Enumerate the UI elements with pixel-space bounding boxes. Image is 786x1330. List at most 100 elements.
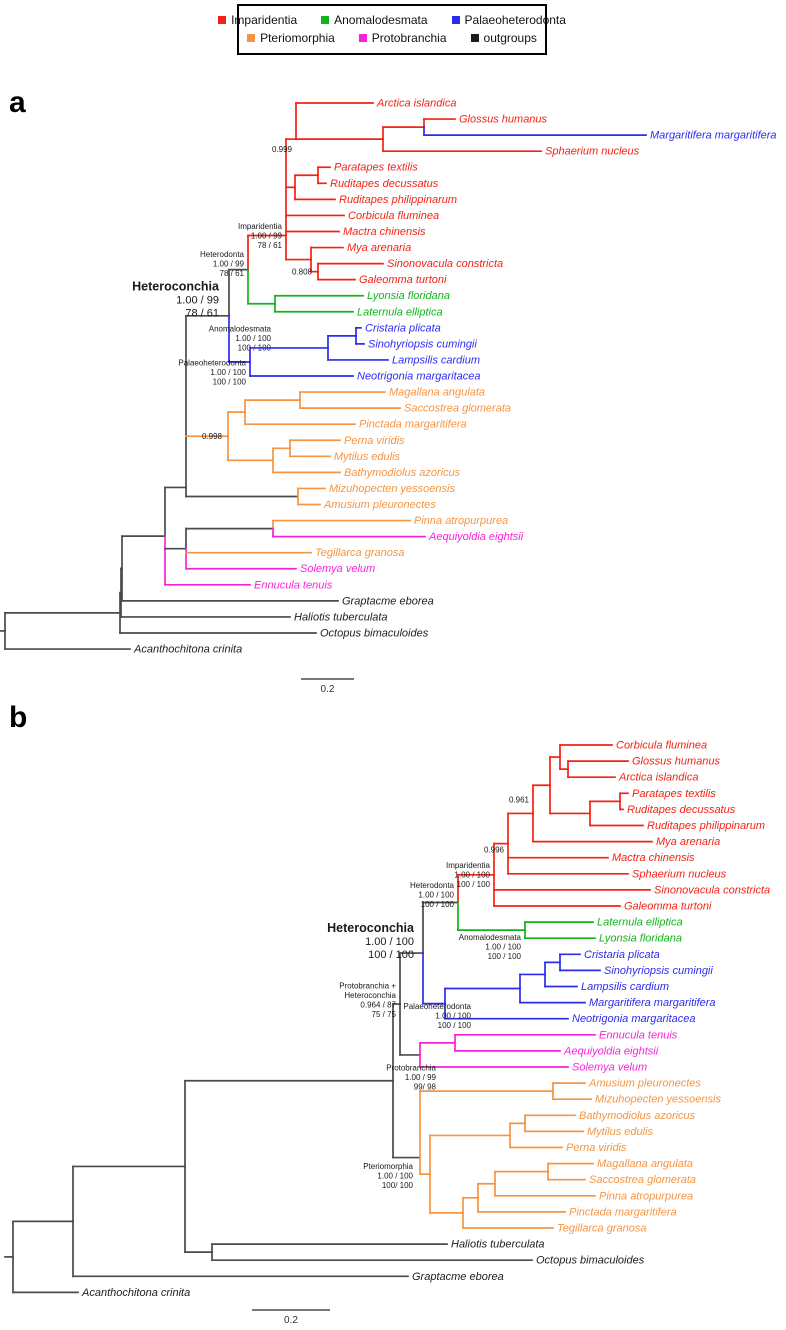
- node-support-label: 1.00 / 100: [418, 890, 454, 899]
- species-tip-label: Saccostrea glomerata: [589, 1174, 696, 1186]
- node-support-label: 100 / 100: [368, 949, 414, 961]
- legend-item-palaeoheterodonta: Palaeoheterodonta: [451, 13, 566, 27]
- node-support-label: 100 / 100: [457, 880, 491, 889]
- node-support-label: 100 / 100: [488, 952, 522, 961]
- blue-swatch-icon: [451, 16, 460, 24]
- species-tip-label: Solemya velum: [300, 563, 375, 575]
- species-tip-label: Haliotis tuberculata: [294, 611, 388, 623]
- species-tip-label: Cristaria plicata: [365, 322, 441, 334]
- species-tip-label: Octopus bimaculoides: [320, 627, 429, 639]
- orange-swatch-icon: [247, 34, 256, 42]
- species-tip-label: Mactra chinensis: [343, 226, 426, 238]
- species-tip-label: Sinohyriopsis cumingii: [604, 965, 713, 977]
- node-support-label: 1.00 / 100: [377, 1172, 413, 1181]
- species-tip-label: Perna viridis: [344, 435, 405, 447]
- magenta-swatch-icon: [358, 34, 367, 42]
- species-tip-label: Mya arenaria: [347, 242, 411, 254]
- legend-item-pteriomorphia: Pteriomorphia: [247, 31, 335, 45]
- legend-label: Palaeoheterodonta: [464, 13, 566, 27]
- species-tip-label: Margaritifera margaritifera: [650, 130, 777, 142]
- species-tip-label: Neotrigonia margaritacea: [357, 371, 481, 383]
- clade-color-legend: Imparidentia Anomalodesmata Palaeoheterodo…: [218, 4, 566, 55]
- species-tip-label: Galeomma turtoni: [624, 901, 712, 913]
- node-support-label: 0.999: [272, 145, 293, 154]
- species-tip-label: Amusium pleuronectes: [588, 1078, 701, 1090]
- species-tip-label: Paratapes textilis: [334, 162, 418, 174]
- node-support-label: 75 / 75: [372, 1010, 397, 1019]
- species-tip-label: Mytilus edulis: [334, 451, 401, 463]
- species-tip-label: Pinctada margaritifera: [569, 1206, 677, 1218]
- species-tip-label: Galeomma turtoni: [359, 274, 447, 286]
- species-tip-label: Paratapes textilis: [632, 788, 716, 800]
- node-support-label: Anomalodesmata: [209, 324, 272, 333]
- node-support-label: 100 / 100: [438, 1021, 472, 1030]
- species-tip-label: Acanthochitona crinita: [133, 644, 242, 656]
- species-tip-label: Lyonsia floridana: [367, 290, 450, 302]
- node-support-label: 0.808: [292, 267, 313, 276]
- species-tip-label: Sinonovacula constricta: [387, 258, 503, 270]
- species-tip-label: Octopus bimaculoides: [536, 1255, 645, 1267]
- node-support-label: Heteroconchia: [344, 991, 396, 1000]
- species-tip-label: Graptacme eborea: [342, 595, 434, 607]
- node-support-label: Heterodonta: [410, 881, 455, 890]
- legend-item-anomalodesmata: Anomalodesmata: [321, 13, 428, 27]
- node-support-label: 78 / 61: [258, 241, 283, 250]
- species-tip-label: Sphaerium nucleus: [545, 146, 640, 158]
- species-tip-label: Tegillarca granosa: [315, 547, 404, 559]
- species-tip-label: Arctica islandica: [376, 98, 456, 110]
- species-tip-label: Corbicula fluminea: [616, 740, 707, 752]
- node-support-label: 0.964 / 87: [360, 1001, 396, 1010]
- legend-row-1: Imparidentia Anomalodesmata Palaeoheterodo…: [218, 13, 566, 27]
- node-support-label: Heterodonta: [200, 250, 245, 259]
- species-tip-label: Corbicula fluminea: [348, 210, 439, 222]
- red-swatch-icon: [218, 16, 227, 24]
- species-tip-label: Ruditapes decussatus: [330, 178, 439, 190]
- species-tip-label: Sinonovacula constricta: [654, 884, 770, 896]
- node-support-label: 0.998: [202, 432, 223, 441]
- species-tip-label: Ennucula tenuis: [599, 1029, 678, 1041]
- legend-item-imparidentia: Imparidentia: [218, 13, 297, 27]
- species-tip-label: Cristaria plicata: [584, 949, 660, 961]
- species-tip-label: Perna viridis: [566, 1142, 627, 1154]
- node-support-label: Heteroconchia: [327, 921, 415, 935]
- node-support-label: 1.00 / 99: [251, 231, 283, 240]
- species-tip-label: Sphaerium nucleus: [632, 868, 727, 880]
- species-tip-label: Arctica islandica: [618, 772, 698, 784]
- species-tip-label: Ruditapes philippinarum: [647, 820, 765, 832]
- node-support-label: Palaeoheterodonta: [403, 1002, 471, 1011]
- panel-label-a: a: [9, 86, 26, 119]
- species-tip-label: Glossus humanus: [459, 114, 548, 126]
- node-support-label: 0.961: [509, 795, 530, 804]
- node-support-label: 1.00 / 100: [485, 942, 521, 951]
- species-tip-label: Magallana angulata: [597, 1158, 693, 1170]
- species-tip-label: Mizuhopecten yessoensis: [595, 1094, 721, 1106]
- species-tip-label: Amusium pleuronectes: [323, 499, 436, 511]
- legend-item-protobranchia: Protobranchia: [358, 31, 447, 45]
- species-tip-label: Ruditapes decussatus: [627, 804, 736, 816]
- species-tip-label: Lyonsia floridana: [599, 933, 682, 945]
- node-support-label: 100/ 100: [382, 1181, 414, 1190]
- species-tip-label: Saccostrea glomerata: [404, 403, 511, 415]
- species-tip-label: Laternula elliptica: [357, 306, 443, 318]
- species-tip-label: Aequiyoldia eightsii: [563, 1045, 659, 1057]
- node-support-label: Heteroconchia: [132, 280, 220, 294]
- species-tip-label: Magallana angulata: [389, 387, 485, 399]
- legend-item-outgroups: outgroups: [470, 31, 537, 45]
- node-support-label: 78 / 61: [220, 269, 245, 278]
- node-support-label: 1.00 / 99: [405, 1073, 437, 1082]
- node-support-label: 1.00 / 100: [365, 936, 414, 948]
- node-support-label: 1.00 / 100: [435, 1012, 471, 1021]
- species-tip-label: Pinna atropurpurea: [414, 515, 508, 527]
- species-tip-label: Lampsilis cardium: [392, 354, 480, 366]
- node-support-label: 100 / 100: [421, 900, 455, 909]
- legend-label: Pteriomorphia: [260, 31, 335, 45]
- node-support-label: Protobranchia +: [339, 982, 396, 991]
- species-tip-label: Mytilus edulis: [587, 1126, 654, 1138]
- legend-label: Protobranchia: [371, 31, 447, 45]
- species-tip-label: Neotrigonia margaritacea: [572, 1013, 696, 1025]
- species-tip-label: Tegillarca granosa: [557, 1223, 646, 1235]
- species-tip-label: Solemya velum: [572, 1062, 647, 1074]
- green-swatch-icon: [321, 16, 330, 24]
